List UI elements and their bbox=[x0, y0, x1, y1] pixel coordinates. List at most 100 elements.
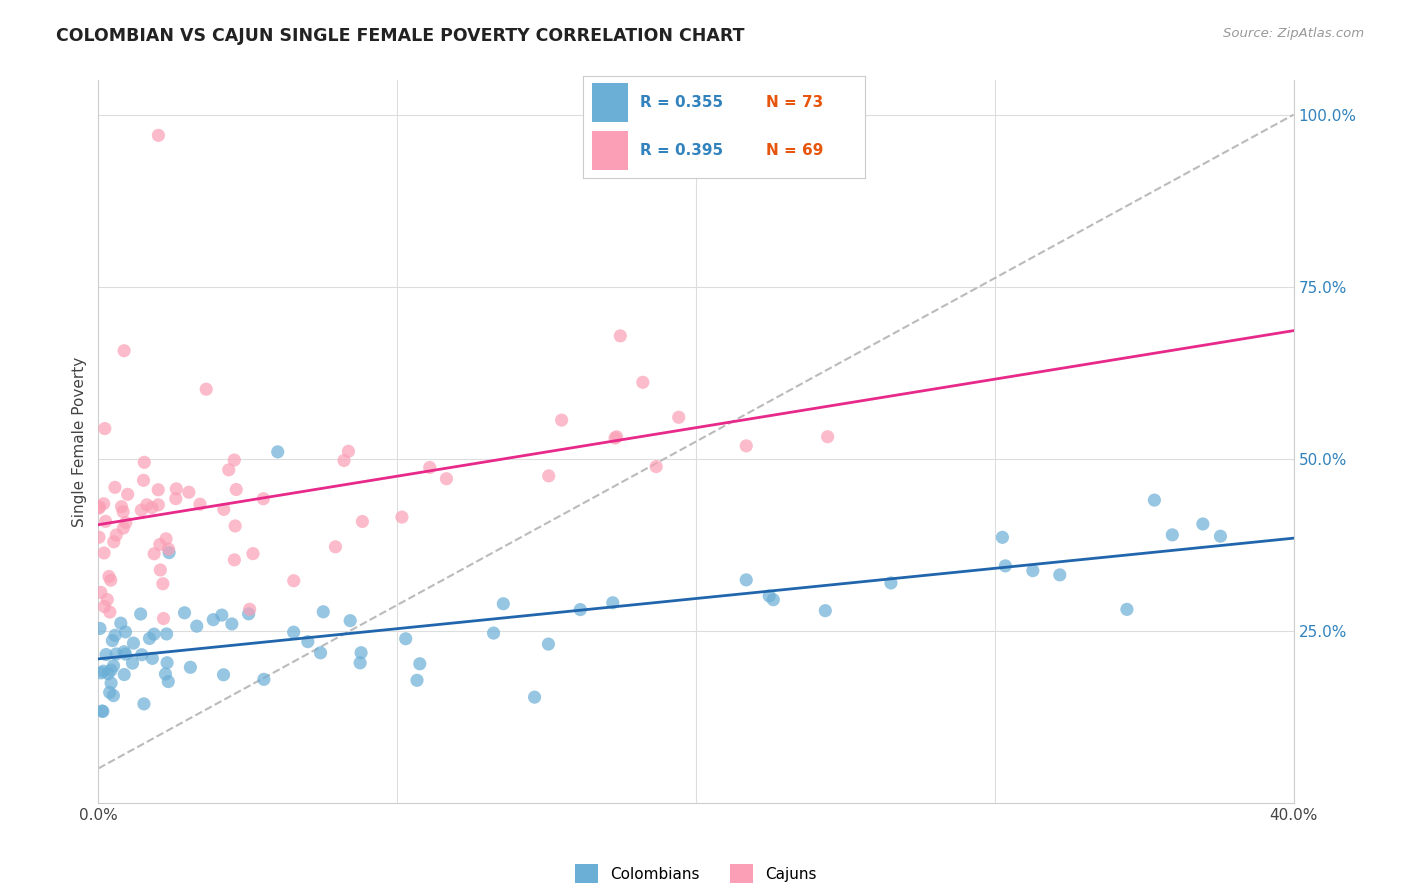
Point bbox=[569, 602, 592, 616]
Point bbox=[352, 515, 374, 529]
Point bbox=[152, 611, 174, 625]
Point bbox=[114, 647, 136, 661]
Point bbox=[94, 514, 117, 528]
Point bbox=[436, 472, 458, 486]
Point bbox=[110, 616, 132, 631]
Point bbox=[104, 480, 127, 494]
Point bbox=[224, 519, 246, 533]
Point bbox=[149, 563, 172, 577]
Point bbox=[173, 606, 195, 620]
Point bbox=[155, 667, 177, 681]
Point bbox=[156, 627, 179, 641]
Point bbox=[645, 459, 668, 474]
Point bbox=[1049, 567, 1071, 582]
Point bbox=[93, 664, 115, 678]
Point bbox=[141, 651, 163, 665]
Point bbox=[157, 674, 180, 689]
Point bbox=[135, 498, 157, 512]
Point bbox=[157, 542, 180, 557]
Point bbox=[100, 663, 122, 677]
Point bbox=[333, 453, 356, 467]
Point bbox=[101, 633, 124, 648]
Point bbox=[668, 410, 690, 425]
Point bbox=[242, 547, 264, 561]
Point bbox=[112, 667, 135, 681]
Point bbox=[212, 502, 235, 516]
Point bbox=[103, 534, 125, 549]
Point bbox=[157, 546, 180, 560]
Point bbox=[312, 605, 335, 619]
Point bbox=[991, 530, 1014, 544]
Point bbox=[221, 617, 243, 632]
Point bbox=[132, 697, 155, 711]
Bar bbox=[592, 83, 628, 122]
Point bbox=[122, 636, 145, 650]
Point bbox=[152, 576, 174, 591]
Point bbox=[91, 704, 114, 718]
Point bbox=[1022, 564, 1045, 578]
Point bbox=[121, 656, 143, 670]
Point bbox=[131, 648, 153, 662]
Point bbox=[350, 646, 373, 660]
Point bbox=[96, 592, 118, 607]
Point bbox=[523, 690, 546, 705]
Point bbox=[409, 657, 432, 671]
Text: COLOMBIAN VS CAJUN SINGLE FEMALE POVERTY CORRELATION CHART: COLOMBIAN VS CAJUN SINGLE FEMALE POVERTY… bbox=[56, 27, 745, 45]
Point bbox=[91, 704, 114, 718]
Point bbox=[550, 413, 572, 427]
Point bbox=[253, 673, 276, 687]
Point bbox=[105, 528, 128, 542]
Point bbox=[188, 497, 211, 511]
Point bbox=[202, 613, 225, 627]
Point bbox=[105, 647, 128, 661]
Point bbox=[349, 656, 371, 670]
Point bbox=[112, 343, 135, 358]
Point bbox=[179, 660, 201, 674]
Point bbox=[134, 455, 156, 469]
Point bbox=[97, 569, 120, 583]
Point bbox=[129, 607, 152, 621]
Point bbox=[325, 540, 347, 554]
Point bbox=[94, 421, 117, 435]
Y-axis label: Single Female Poverty: Single Female Poverty bbox=[72, 357, 87, 526]
Point bbox=[735, 439, 758, 453]
Point bbox=[537, 637, 560, 651]
Point bbox=[482, 626, 505, 640]
Point bbox=[165, 482, 187, 496]
Point bbox=[89, 500, 111, 514]
Text: N = 69: N = 69 bbox=[766, 144, 824, 158]
Point bbox=[1143, 493, 1166, 508]
Point bbox=[148, 128, 170, 143]
Point bbox=[100, 676, 122, 690]
Point bbox=[103, 658, 125, 673]
Point bbox=[103, 689, 125, 703]
Point bbox=[252, 491, 274, 506]
Point bbox=[112, 521, 135, 535]
Point bbox=[337, 444, 360, 458]
Point bbox=[117, 487, 139, 501]
Point bbox=[132, 473, 155, 487]
Point bbox=[225, 483, 247, 497]
Text: R = 0.355: R = 0.355 bbox=[640, 95, 723, 110]
Point bbox=[238, 607, 260, 621]
Point bbox=[606, 430, 628, 444]
Point bbox=[97, 666, 120, 681]
Point bbox=[309, 646, 332, 660]
Point bbox=[110, 500, 132, 514]
Point bbox=[98, 605, 121, 619]
Point bbox=[93, 497, 115, 511]
Point bbox=[814, 604, 837, 618]
Point bbox=[391, 510, 413, 524]
Point bbox=[339, 614, 361, 628]
Point bbox=[419, 460, 441, 475]
Point bbox=[148, 483, 170, 497]
Point bbox=[762, 592, 785, 607]
Point bbox=[758, 589, 780, 603]
Point bbox=[602, 596, 624, 610]
Point bbox=[129, 503, 152, 517]
Point bbox=[267, 445, 290, 459]
Text: Source: ZipAtlas.com: Source: ZipAtlas.com bbox=[1223, 27, 1364, 40]
Point bbox=[406, 673, 429, 688]
Point bbox=[1161, 528, 1184, 542]
Legend: Colombians, Cajuns: Colombians, Cajuns bbox=[569, 858, 823, 889]
